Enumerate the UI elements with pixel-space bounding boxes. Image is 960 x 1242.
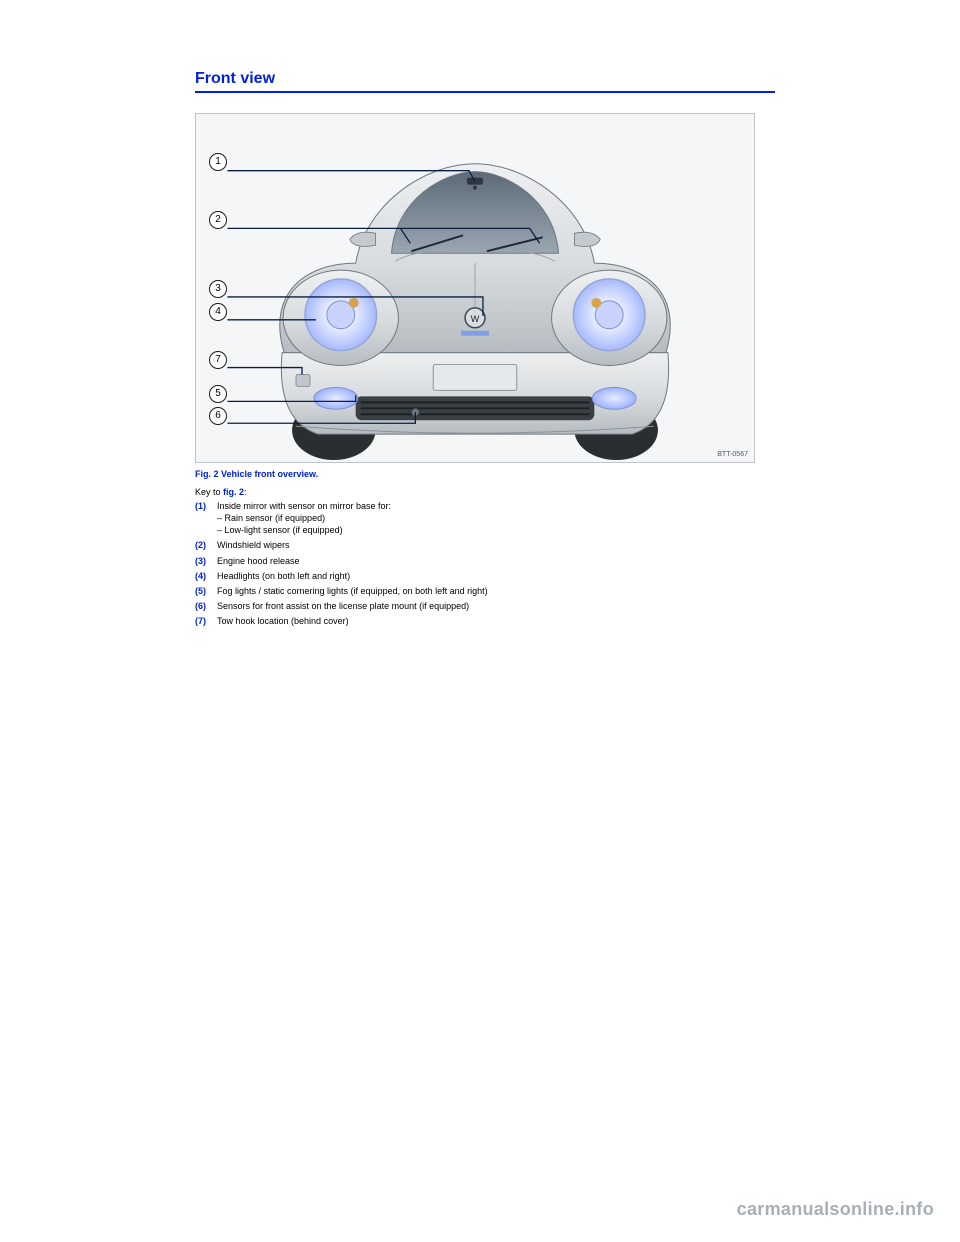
figure-code: BTT-0567 [717,451,748,458]
key-item: (7)Tow hook location (behind cover) [195,615,775,627]
key-item-text: Engine hood release [217,555,300,567]
figure-vehicle-front: W [195,113,755,463]
key-item: (6)Sensors for front assist on the licen… [195,600,775,612]
key-item: (4)Headlights (on both left and right) [195,570,775,582]
key-item-number: (1) [195,500,217,512]
key-item: (5)Fog lights / static cornering lights … [195,585,775,597]
key-item-text: Headlights (on both left and right) [217,570,350,582]
key-list: (1)Inside mirror with sensor on mirror b… [195,500,775,627]
callout-7: 7 [209,351,227,369]
watermark: carmanualsonline.info [737,1199,934,1220]
key-item-number: (4) [195,570,217,582]
key-item-text: Sensors for front assist on the license … [217,600,469,612]
key-item-number: (3) [195,555,217,567]
page-heading: Front view [195,70,775,93]
callout-3: 3 [209,280,227,298]
key-item: (3)Engine hood release [195,555,775,567]
key-item-number: (5) [195,585,217,597]
key-item-text: Tow hook location (behind cover) [217,615,349,627]
key-item-sub: Low-light sensor (if equipped) [217,524,775,536]
callout-4: 4 [209,303,227,321]
leader-6 [227,412,415,423]
callout-1: 1 [209,153,227,171]
key-item-text: Fog lights / static cornering lights (if… [217,585,488,597]
key-intro: Key to fig. 2: [195,487,775,497]
leader-2 [227,228,539,243]
figure-reference: fig. 2 [223,487,244,497]
key-item-sub: Rain sensor (if equipped) [217,512,775,524]
figure-caption: Fig. 2 Vehicle front overview. [195,469,775,479]
key-item-number: (2) [195,539,217,551]
key-item-text: Windshield wipers [217,539,290,551]
leader-5 [227,395,355,401]
callout-2: 2 [209,211,227,229]
callout-5: 5 [209,385,227,403]
key-item: (2)Windshield wipers [195,539,775,551]
callout-6: 6 [209,407,227,425]
key-item-number: (7) [195,615,217,627]
leader-7 [227,368,302,375]
key-item-text: Inside mirror with sensor on mirror base… [217,500,391,512]
leader-1 [227,171,475,182]
leader-lines [196,114,754,462]
key-item-number: (6) [195,600,217,612]
intro-prefix: Key to [195,487,223,497]
leader-3 [227,297,483,316]
intro-suffix: : [244,487,247,497]
key-item: (1)Inside mirror with sensor on mirror b… [195,500,775,512]
